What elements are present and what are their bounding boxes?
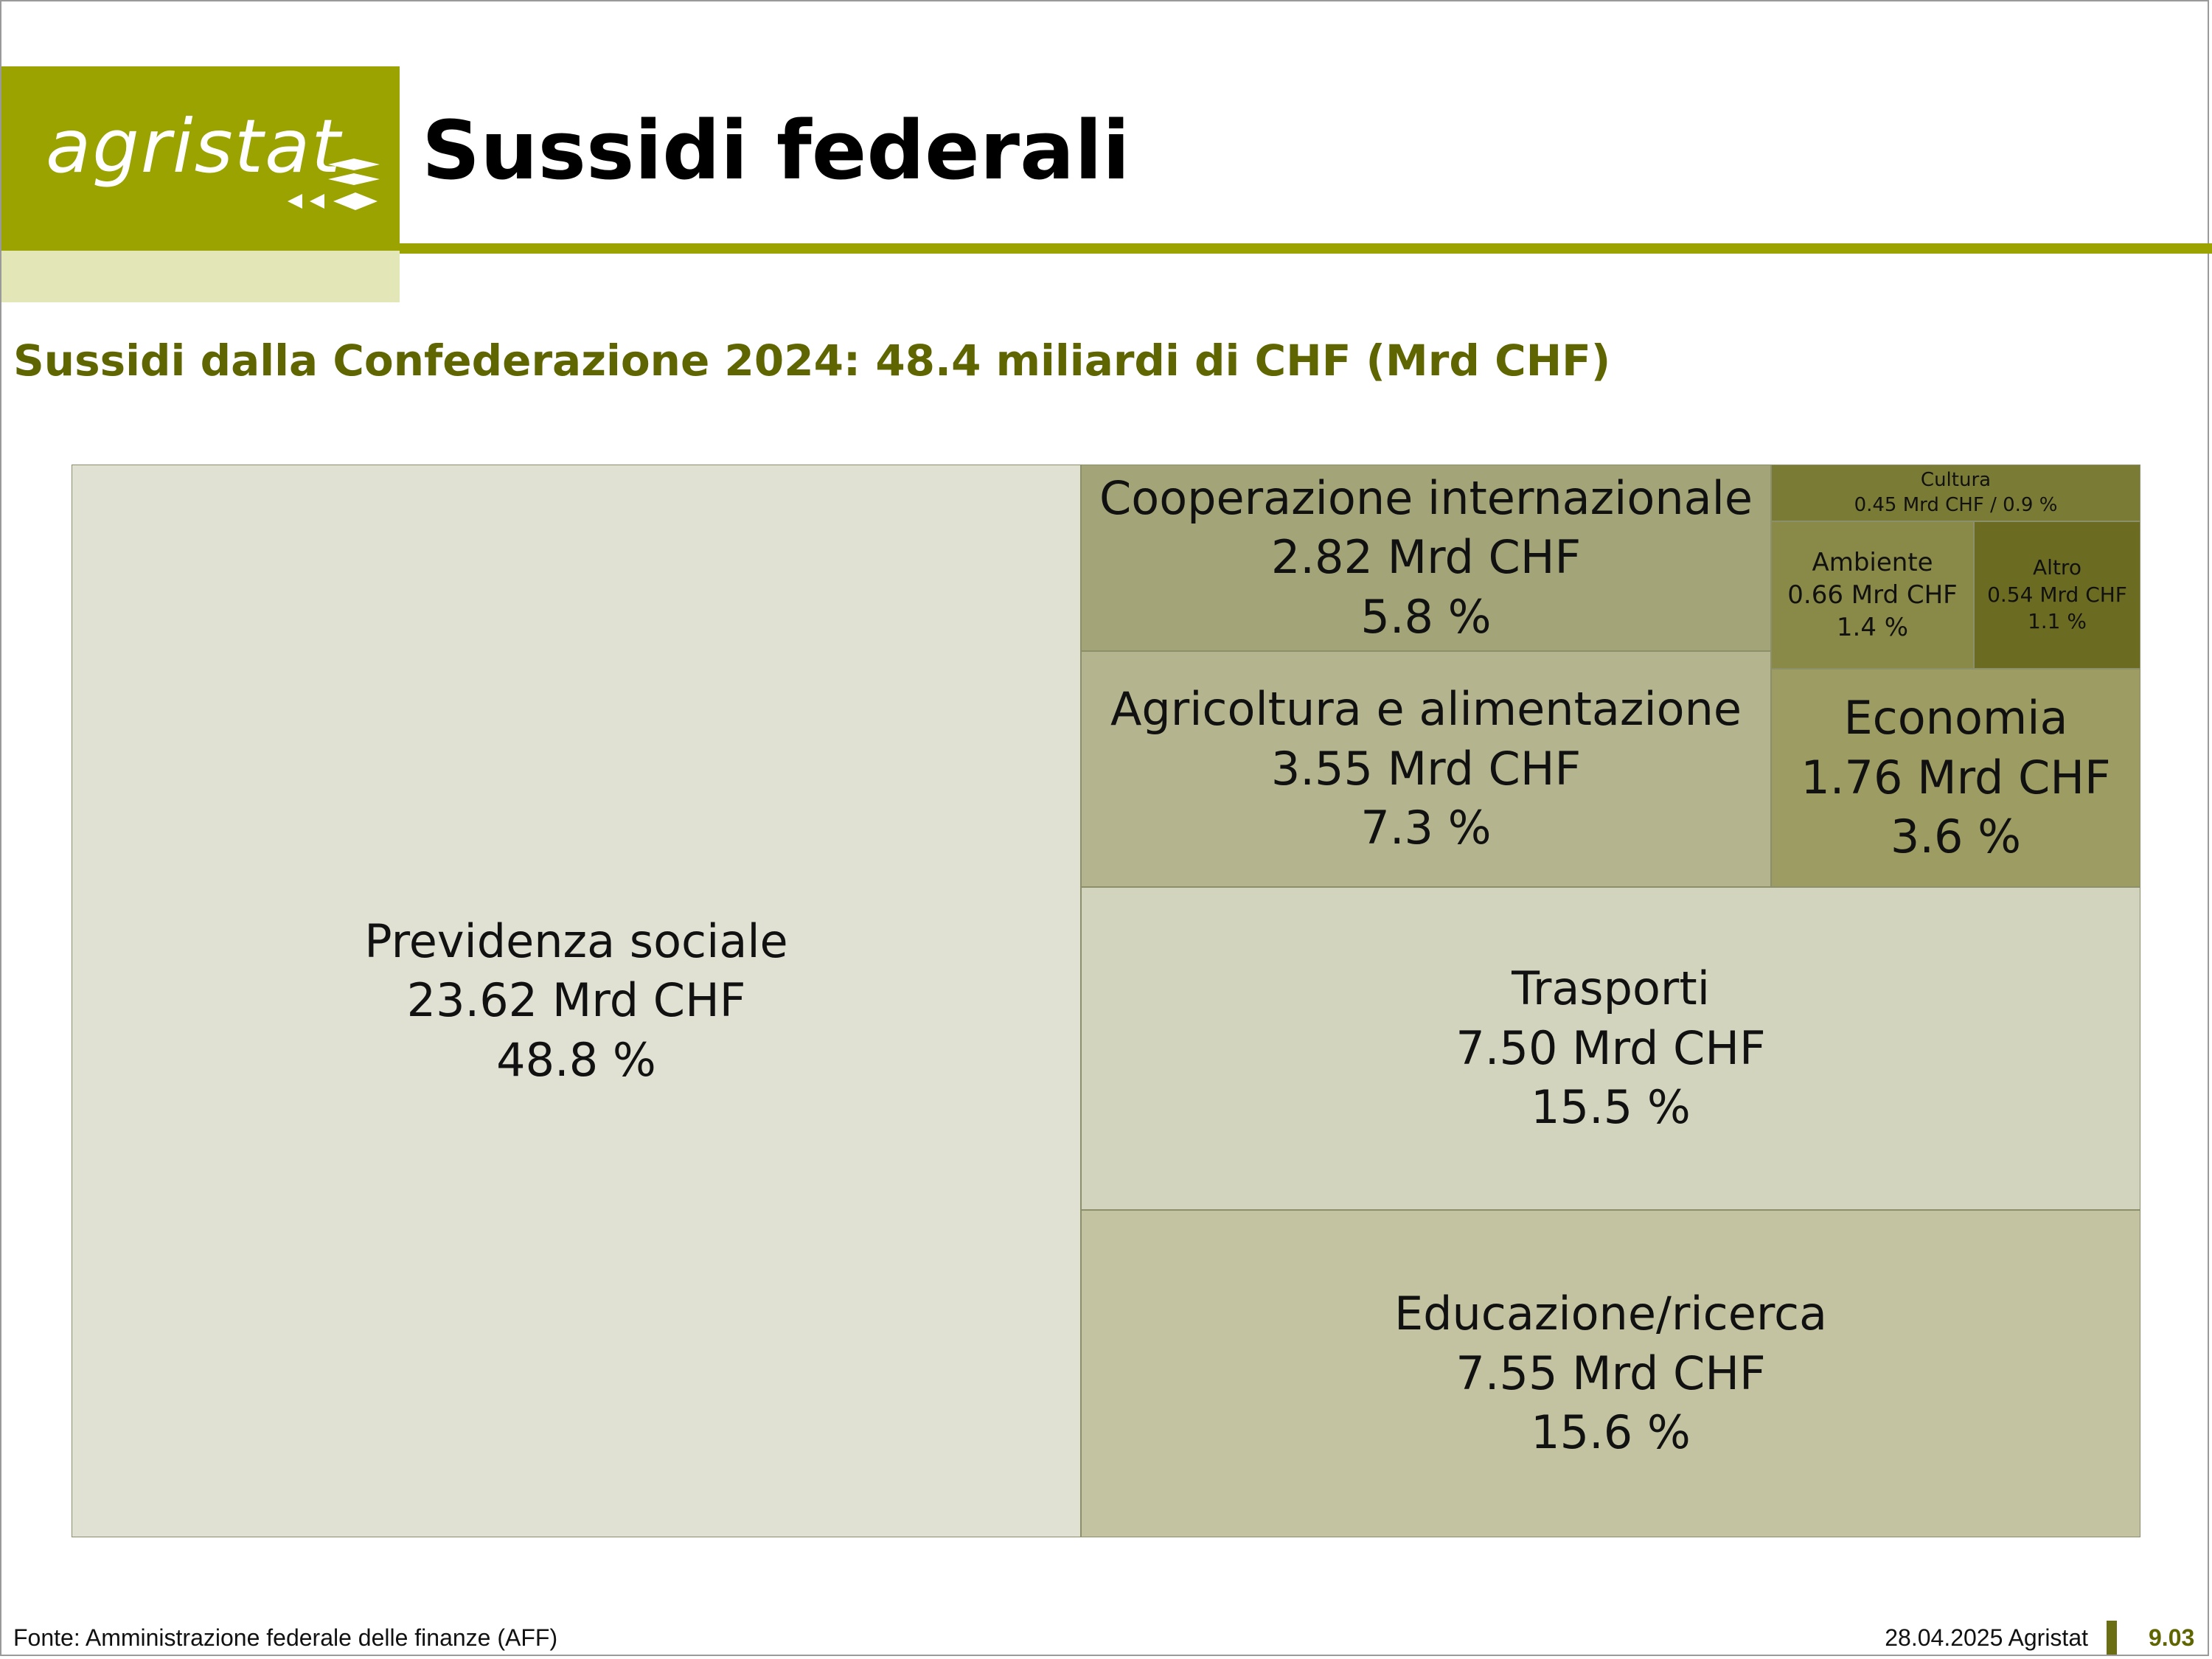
treemap-tile: Educazione/ricerca 7.55 Mrd CHF 15.6 %: [1081, 1210, 2140, 1537]
tile-value: 23.62 Mrd CHF: [406, 973, 746, 1028]
tile-share: 1.1 %: [2027, 609, 2087, 634]
tile-share: 7.3 %: [1360, 801, 1492, 855]
tile-value: 0.66 Mrd CHF: [1787, 580, 1958, 610]
page-number: 9.03: [2149, 1624, 2195, 1651]
treemap-tile: Previdenza sociale 23.62 Mrd CHF 48.8 %: [72, 465, 1081, 1537]
header-rule: [400, 243, 2212, 254]
tile-value: 0.54 Mrd CHF: [1987, 582, 2127, 607]
tile-value: 7.50 Mrd CHF: [1455, 1020, 1766, 1075]
tile-label: Previdenza sociale: [364, 914, 788, 968]
logo-box: [1, 66, 400, 251]
treemap-tile: Cultura 0.45 Mrd CHF / 0.9 %: [1771, 465, 2140, 521]
footer-source: Fonte: Amministrazione federale delle fi…: [13, 1624, 558, 1651]
tile-value: 3.55 Mrd CHF: [1270, 741, 1582, 796]
page-title: Sussidi federali: [422, 103, 1130, 198]
tile-label: Agricoltura e alimentazione: [1110, 682, 1742, 737]
tile-label: Cooperazione internazionale: [1099, 470, 1753, 525]
tile-value: 0.45 Mrd CHF / 0.9 %: [1854, 493, 2058, 516]
tile-label: Altro: [2033, 555, 2081, 580]
footer-date: 28.04.2025 Agristat: [1885, 1624, 2088, 1651]
tile-label: Trasporti: [1512, 961, 1710, 1016]
tile-share: 5.8 %: [1360, 589, 1492, 644]
tile-label: Ambiente: [1812, 547, 1933, 577]
tile-share: 15.5 %: [1531, 1080, 1691, 1135]
treemap-tile: Altro 0.54 Mrd CHF 1.1 %: [1974, 521, 2140, 669]
tile-value: 1.76 Mrd CHF: [1801, 750, 2111, 804]
treemap-tile: Cooperazione internazionale 2.82 Mrd CHF 5…: [1081, 465, 1771, 651]
treemap-tile: Agricoltura e alimentazione 3.55 Mrd CHF 7…: [1081, 651, 1771, 887]
tile-label: Educazione/ricerca: [1394, 1287, 1828, 1341]
tile-share: 3.6 %: [1890, 810, 2022, 864]
tile-share: 15.6 %: [1531, 1405, 1691, 1460]
footer-divider: [2107, 1621, 2117, 1655]
tile-value: 2.82 Mrd CHF: [1270, 530, 1582, 585]
logo-text: agristat: [46, 103, 342, 189]
chart-title: Sussidi dalla Confederazione 2024: 48.4 …: [13, 335, 1611, 386]
tile-value: 7.55 Mrd CHF: [1455, 1346, 1766, 1400]
logo-strip: [1, 251, 400, 302]
tile-label: Cultura: [1920, 468, 1992, 491]
tile-label: Economia: [1843, 691, 2068, 745]
treemap-tile: Economia 1.76 Mrd CHF 3.6 %: [1771, 669, 2140, 887]
tile-share: 1.4 %: [1836, 613, 1909, 643]
logo-mark-icon: [288, 159, 380, 210]
tile-share: 48.8 %: [496, 1032, 656, 1087]
treemap-tile: Ambiente 0.66 Mrd CHF 1.4 %: [1771, 521, 1974, 669]
treemap-chart: Previdenza sociale 23.62 Mrd CHF 48.8 % Coo…: [72, 465, 2140, 1537]
treemap-tile: Trasporti 7.50 Mrd CHF 15.5 %: [1081, 887, 2140, 1210]
